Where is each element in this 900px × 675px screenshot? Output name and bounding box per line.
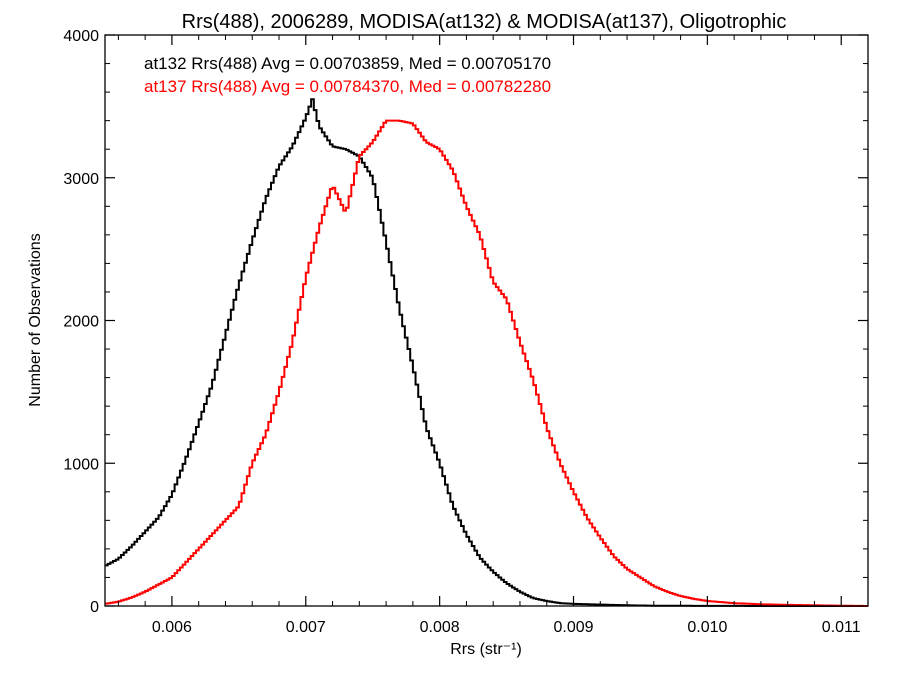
y-tick-label: 3000 [63, 171, 99, 188]
y-tick-label: 1000 [63, 456, 99, 473]
x-tick-label: 0.006 [152, 619, 192, 636]
plot-area [105, 98, 868, 607]
x-tick-label: 0.011 [822, 619, 861, 636]
chart-title: Rrs(488), 2006289, MODISA(at132) & MODIS… [182, 11, 787, 33]
annotation-at137: at137 Rrs(488) Avg = 0.00784370, Med = 0… [144, 77, 551, 96]
y-tick-label: 2000 [63, 314, 99, 331]
series-2-line [105, 119, 868, 607]
y-axis-label: Number of Observations [27, 233, 44, 406]
x-axis-label: Rrs (str⁻¹) [450, 641, 522, 658]
x-tick-label: 0.008 [420, 619, 460, 636]
x-tick-label: 0.010 [687, 619, 727, 636]
y-tick-label: 0 [90, 599, 99, 616]
x-tick-label: 0.007 [286, 619, 326, 636]
annotation-at132: at132 Rrs(488) Avg = 0.00703859, Med = 0… [144, 54, 551, 73]
y-tick-label: 4000 [63, 28, 99, 45]
plot-frame [104, 34, 869, 607]
axis-ticks: 0.006 0.007 0.008 0.009 0.010 0.011 0 1000 2000 3… [63, 28, 868, 636]
x-tick-label: 0.009 [553, 619, 593, 636]
series-1-line [105, 98, 868, 607]
